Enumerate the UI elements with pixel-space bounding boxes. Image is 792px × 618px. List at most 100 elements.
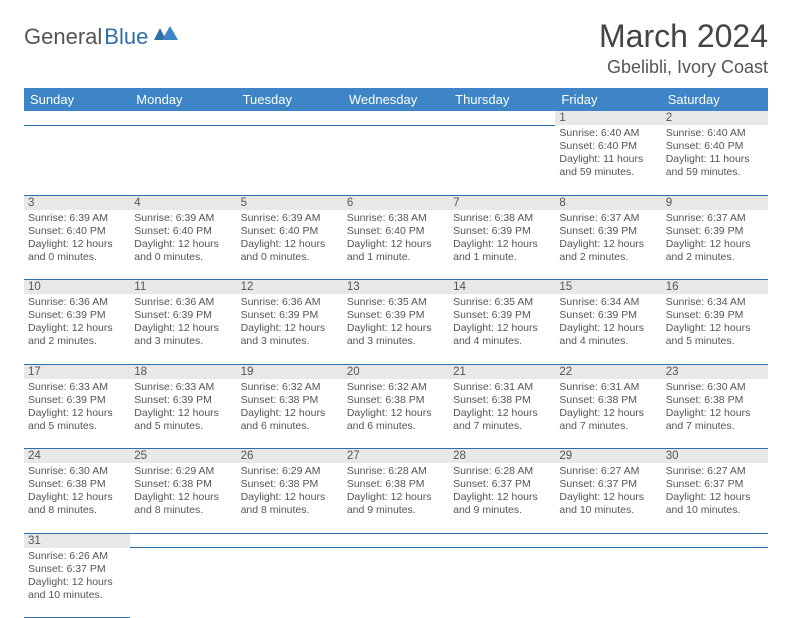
location-label: Gbelibli, Ivory Coast [599,57,768,78]
daylight-text: Daylight: 12 hours and 1 minute. [453,238,551,264]
day-header: Monday [130,88,236,111]
day-info: Sunrise: 6:39 AMSunset: 6:40 PMDaylight:… [28,212,126,265]
day-cell: Sunrise: 6:27 AMSunset: 6:37 PMDaylight:… [555,463,661,533]
daylight-text: Daylight: 12 hours and 6 minutes. [347,407,445,433]
sunrise-text: Sunrise: 6:35 AM [453,296,551,309]
sunset-text: Sunset: 6:40 PM [559,140,657,153]
daynum-row: 17181920212223 [24,364,768,379]
sunset-text: Sunset: 6:38 PM [453,394,551,407]
daylight-text: Daylight: 12 hours and 0 minutes. [28,238,126,264]
day-cell: Sunrise: 6:38 AMSunset: 6:40 PMDaylight:… [343,210,449,280]
sunrise-text: Sunrise: 6:32 AM [347,381,445,394]
empty-cell [449,125,555,195]
day-number: 31 [24,533,130,548]
sunrise-text: Sunrise: 6:38 AM [347,212,445,225]
day-number: 25 [130,449,236,464]
daylight-text: Daylight: 12 hours and 10 minutes. [28,576,126,602]
day-cell: Sunrise: 6:38 AMSunset: 6:39 PMDaylight:… [449,210,555,280]
daylight-text: Daylight: 12 hours and 1 minute. [347,238,445,264]
sunset-text: Sunset: 6:38 PM [666,394,764,407]
day-header-row: SundayMondayTuesdayWednesdayThursdayFrid… [24,88,768,111]
day-info: Sunrise: 6:33 AMSunset: 6:39 PMDaylight:… [134,381,232,434]
brand-part2: Blue [104,24,148,50]
sunset-text: Sunset: 6:39 PM [134,394,232,407]
day-cell: Sunrise: 6:31 AMSunset: 6:38 PMDaylight:… [555,379,661,449]
day-header: Wednesday [343,88,449,111]
day-cell: Sunrise: 6:36 AMSunset: 6:39 PMDaylight:… [237,294,343,364]
day-info: Sunrise: 6:32 AMSunset: 6:38 PMDaylight:… [241,381,339,434]
calendar-table: SundayMondayTuesdayWednesdayThursdayFrid… [24,88,768,618]
daylight-text: Daylight: 12 hours and 2 minutes. [666,238,764,264]
day-number: 27 [343,449,449,464]
sunrise-text: Sunrise: 6:36 AM [241,296,339,309]
sunrise-text: Sunrise: 6:31 AM [453,381,551,394]
daylight-text: Daylight: 12 hours and 9 minutes. [453,491,551,517]
sunset-text: Sunset: 6:40 PM [347,225,445,238]
empty-cell [449,111,555,125]
sunset-text: Sunset: 6:39 PM [241,309,339,322]
sunset-text: Sunset: 6:38 PM [241,478,339,491]
empty-cell [343,533,449,548]
empty-cell [237,533,343,548]
day-number: 21 [449,364,555,379]
day-header: Thursday [449,88,555,111]
empty-cell [237,111,343,125]
day-cell: Sunrise: 6:28 AMSunset: 6:38 PMDaylight:… [343,463,449,533]
day-info: Sunrise: 6:36 AMSunset: 6:39 PMDaylight:… [241,296,339,349]
daynum-row: 24252627282930 [24,449,768,464]
day-number: 13 [343,280,449,295]
daylight-text: Daylight: 12 hours and 5 minutes. [666,322,764,348]
day-cell: Sunrise: 6:34 AMSunset: 6:39 PMDaylight:… [662,294,768,364]
daylight-text: Daylight: 12 hours and 5 minutes. [28,407,126,433]
day-header: Friday [555,88,661,111]
sunset-text: Sunset: 6:39 PM [347,309,445,322]
day-info: Sunrise: 6:35 AMSunset: 6:39 PMDaylight:… [347,296,445,349]
daylight-text: Daylight: 11 hours and 59 minutes. [559,153,657,179]
day-info: Sunrise: 6:26 AMSunset: 6:37 PMDaylight:… [28,550,126,603]
week-row: Sunrise: 6:33 AMSunset: 6:39 PM Daylight:… [24,379,768,449]
day-number: 16 [662,280,768,295]
daynum-row: 31 [24,533,768,548]
day-cell: Sunrise: 6:31 AMSunset: 6:38 PMDaylight:… [449,379,555,449]
sunrise-text: Sunrise: 6:26 AM [28,550,126,563]
day-cell: Sunrise: 6:32 AMSunset: 6:38 PMDaylight:… [237,379,343,449]
sunrise-text: Sunrise: 6:38 AM [453,212,551,225]
sunset-text: Sunset: 6:39 PM [453,309,551,322]
sunset-text: Sunset: 6:37 PM [559,478,657,491]
empty-cell [662,533,768,548]
sunrise-text: Sunrise: 6:27 AM [666,465,764,478]
day-cell: Sunrise: 6:39 AMSunset: 6:40 PMDaylight:… [24,210,130,280]
day-info: Sunrise: 6:28 AMSunset: 6:37 PMDaylight:… [453,465,551,518]
sunset-text: Sunset: 6:40 PM [241,225,339,238]
daylight-text: Daylight: 12 hours and 3 minutes. [347,322,445,348]
day-number: 22 [555,364,661,379]
day-cell: Sunrise: 6:30 AMSunset: 6:38 PMDaylight:… [662,379,768,449]
day-info: Sunrise: 6:29 AMSunset: 6:38 PMDaylight:… [241,465,339,518]
daylight-text: Daylight: 12 hours and 4 minutes. [453,322,551,348]
daylight-text: Daylight: 12 hours and 8 minutes. [28,491,126,517]
empty-cell [449,533,555,548]
day-cell: Sunrise: 6:29 AMSunset: 6:38 PMDaylight:… [130,463,236,533]
day-info: Sunrise: 6:36 AMSunset: 6:39 PMDaylight:… [28,296,126,349]
sunrise-text: Sunrise: 6:36 AM [28,296,126,309]
sunrise-text: Sunrise: 6:37 AM [666,212,764,225]
daylight-text: Daylight: 11 hours and 59 minutes. [666,153,764,179]
daylight-text: Daylight: 12 hours and 0 minutes. [134,238,232,264]
day-info: Sunrise: 6:39 AMSunset: 6:40 PMDaylight:… [241,212,339,265]
daylight-text: Daylight: 12 hours and 10 minutes. [666,491,764,517]
day-info: Sunrise: 6:31 AMSunset: 6:38 PMDaylight:… [559,381,657,434]
sunset-text: Sunset: 6:39 PM [666,309,764,322]
sunrise-text: Sunrise: 6:39 AM [28,212,126,225]
day-info: Sunrise: 6:38 AMSunset: 6:39 PMDaylight:… [453,212,551,265]
daylight-text: Daylight: 12 hours and 0 minutes. [241,238,339,264]
daynum-row: 10111213141516 [24,280,768,295]
sunset-text: Sunset: 6:37 PM [666,478,764,491]
sunrise-text: Sunrise: 6:37 AM [559,212,657,225]
daylight-text: Daylight: 12 hours and 9 minutes. [347,491,445,517]
sunrise-text: Sunrise: 6:33 AM [134,381,232,394]
day-cell: Sunrise: 6:35 AMSunset: 6:39 PMDaylight:… [343,294,449,364]
sunset-text: Sunset: 6:38 PM [28,478,126,491]
sunrise-text: Sunrise: 6:34 AM [559,296,657,309]
sunset-text: Sunset: 6:39 PM [559,309,657,322]
daylight-text: Daylight: 12 hours and 8 minutes. [241,491,339,517]
